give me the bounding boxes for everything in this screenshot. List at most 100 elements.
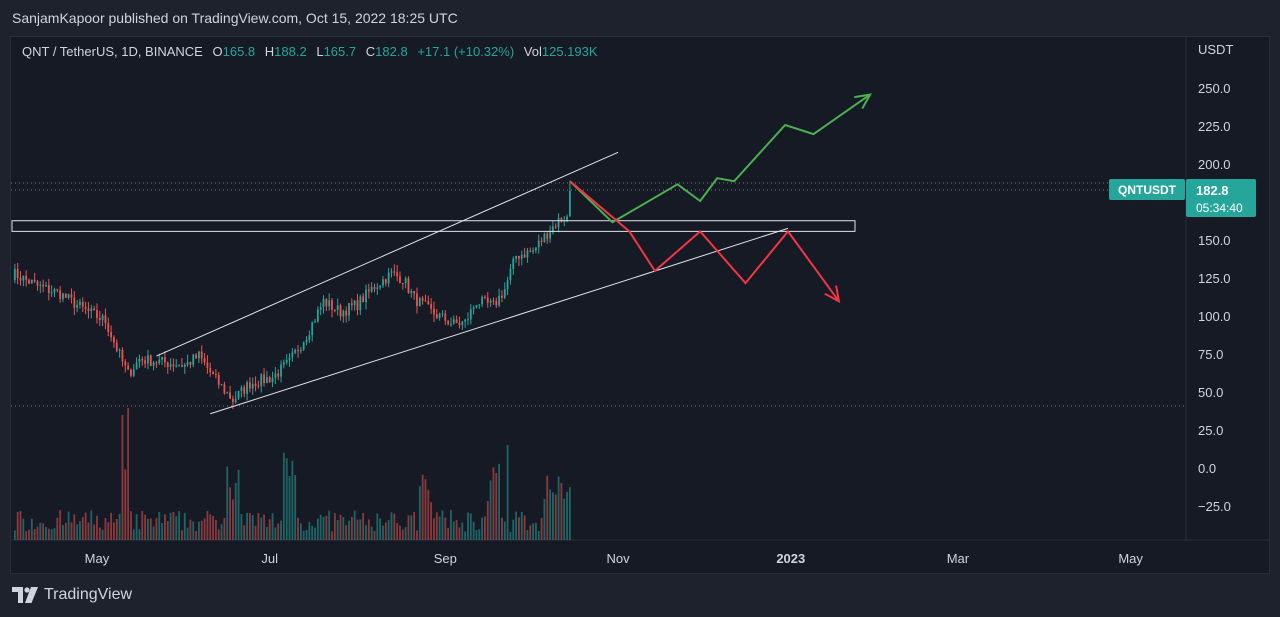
volume-bar (537, 530, 540, 540)
volume-bar (217, 529, 220, 540)
candle-body (387, 272, 390, 284)
drawings[interactable] (11, 93, 872, 415)
candle-body (336, 305, 339, 310)
candle-body (458, 323, 461, 326)
candle-body (333, 309, 336, 311)
candle-body (16, 268, 19, 279)
bullish-projection-path[interactable] (569, 93, 871, 224)
volume-bar (166, 520, 169, 540)
candle-body (172, 364, 175, 367)
candle-body (206, 362, 209, 368)
candle-body (464, 319, 467, 322)
candle-body (515, 255, 517, 259)
candle-body (223, 384, 226, 394)
volume-bar (416, 530, 418, 540)
candle-body (526, 250, 529, 258)
volume-bar (302, 530, 305, 540)
candle-body (76, 304, 79, 308)
candle-body (217, 374, 220, 385)
volume-bar (401, 529, 404, 540)
candle-body (87, 308, 90, 311)
channel-lower-line[interactable] (210, 227, 789, 415)
volume-bar (121, 415, 124, 540)
volume-bar (39, 522, 42, 540)
candle-body (328, 300, 331, 307)
candle-body (529, 250, 532, 252)
volume-bar (220, 524, 223, 540)
candle-body (181, 365, 183, 367)
volume-bar (478, 529, 481, 540)
candle-body (413, 291, 416, 294)
volume-bar (396, 523, 399, 540)
candlesticks (13, 180, 571, 410)
candle-body (495, 300, 498, 306)
time-tick-label: Jul (261, 551, 278, 566)
candle-body (285, 359, 288, 363)
volume-bar (350, 517, 353, 540)
volume-bar (231, 499, 234, 540)
volume-bar (359, 519, 362, 540)
candle-body (186, 361, 189, 365)
volume-bar (365, 525, 367, 540)
candle-body (498, 295, 501, 306)
volume-bar (535, 522, 537, 540)
volume-bar (28, 529, 30, 540)
candle-body (152, 362, 155, 366)
volume-bar (467, 512, 469, 540)
candle-body (220, 384, 223, 386)
candle-body (64, 293, 67, 298)
candle-body (135, 362, 138, 370)
candle-body (73, 297, 76, 308)
volume-bar (118, 513, 121, 540)
volume-bar (147, 518, 149, 540)
candle-body (302, 342, 305, 350)
volume-bar (161, 523, 163, 540)
volume-bar (248, 512, 251, 540)
candle-body (314, 321, 316, 323)
candle-body (22, 275, 25, 281)
volume-bar (447, 527, 450, 540)
candle-body (164, 356, 166, 363)
candle-body (251, 383, 254, 389)
candle-body (93, 308, 96, 311)
support-resistance-zone[interactable] (11, 220, 856, 232)
volume-bar (195, 531, 197, 540)
candle-body (124, 361, 127, 366)
candle-body (560, 218, 563, 222)
volume-bar (543, 498, 546, 540)
bearish-projection-path[interactable] (569, 180, 840, 302)
volume-bar (155, 518, 158, 540)
chart-frame[interactable] (10, 36, 1270, 574)
candle-body (56, 289, 59, 291)
candle-body (215, 373, 217, 375)
volume-bar (475, 530, 478, 540)
volume-bar (316, 518, 319, 540)
volume-bar (328, 510, 331, 540)
candle-body (401, 283, 404, 285)
candle-body (231, 398, 234, 403)
tradingview-logo[interactable]: TradingView (12, 586, 132, 604)
volume-bar (189, 519, 192, 540)
publisher-line: SanjamKapoor published on TradingView.co… (12, 10, 458, 26)
legend-open: 165.8 (223, 44, 256, 59)
channel-upper-line[interactable] (156, 151, 619, 357)
price-tick-label: 200.0 (1198, 157, 1231, 172)
volume-bar (566, 491, 568, 540)
volume-bar (200, 520, 203, 540)
candle-body (512, 258, 515, 270)
price-tick-label: 250.0 (1198, 81, 1231, 96)
volume-bar (367, 519, 370, 540)
volume-bar (518, 517, 520, 540)
bottom-bar: TradingView (0, 574, 1280, 617)
candle-body (127, 365, 130, 370)
candle-body (25, 275, 28, 280)
candle-body (532, 250, 534, 252)
candle-body (226, 392, 229, 394)
volume-bar (226, 466, 229, 540)
volume-bars (13, 408, 571, 540)
volume-bar (138, 529, 141, 540)
candle-body (410, 291, 413, 293)
volume-bar (164, 514, 166, 540)
price-tick-label: 0.0 (1198, 461, 1216, 476)
